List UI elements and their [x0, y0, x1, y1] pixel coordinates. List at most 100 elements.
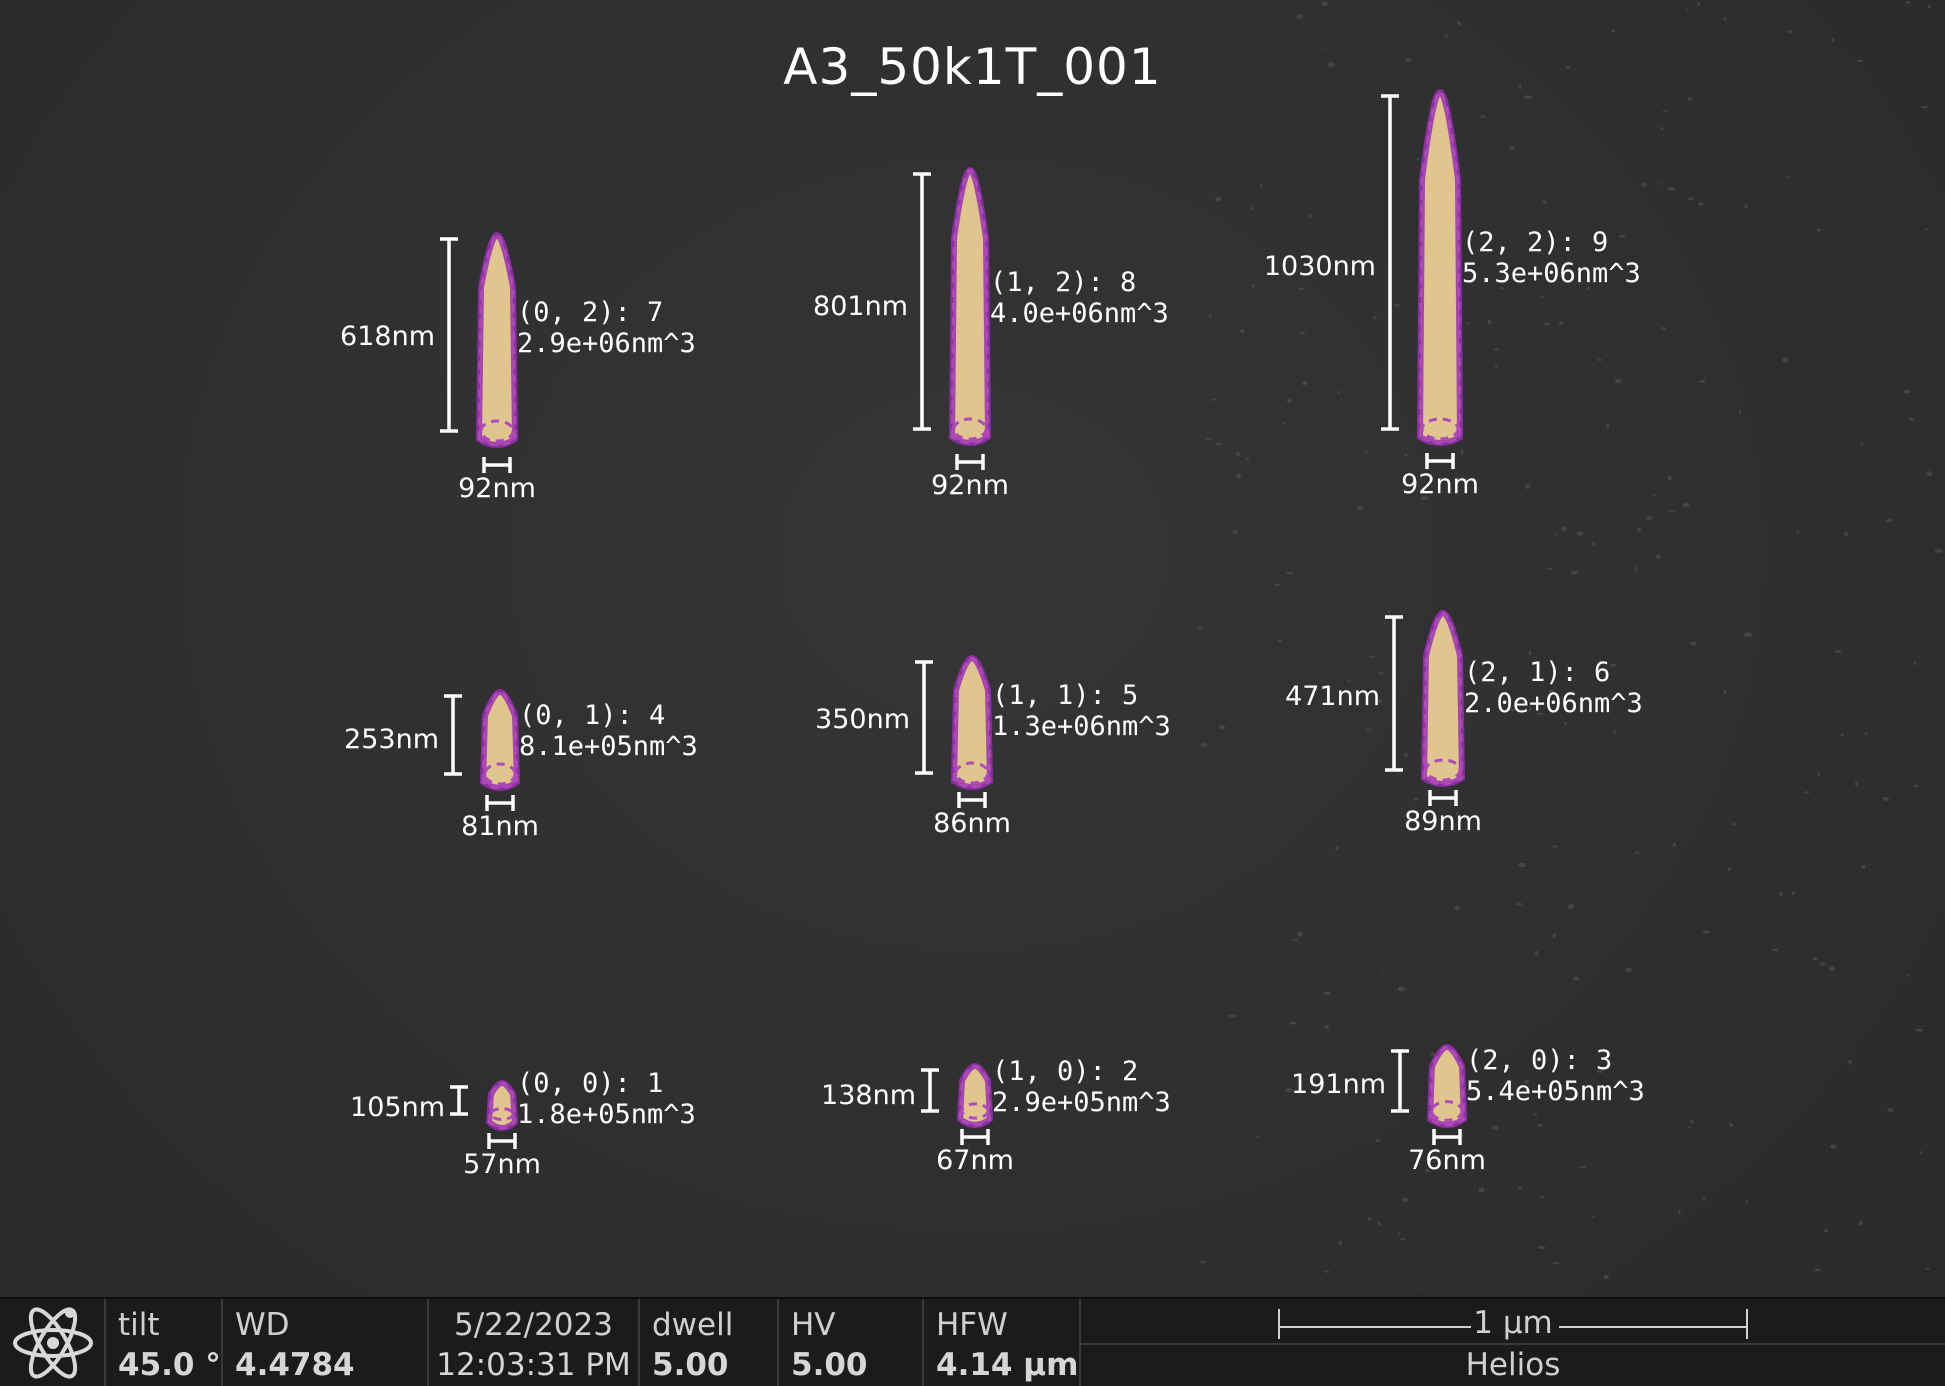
height-bar: [444, 694, 462, 776]
dwell-cell: dwell 5.00 µs: [640, 1299, 779, 1386]
texture-speck: [1729, 1123, 1734, 1127]
texture-speck: [1324, 47, 1327, 50]
height-label: 1030nm: [1264, 251, 1376, 282]
texture-speck: [1539, 1196, 1546, 1199]
texture-speck: [1857, 59, 1864, 63]
texture-speck: [1914, 784, 1919, 788]
texture-speck: [1682, 502, 1690, 508]
texture-speck: [1460, 449, 1464, 454]
pillar-id-label: (0, 2): 7: [517, 297, 663, 328]
texture-speck: [1934, 549, 1943, 553]
pillar-id-label: (1, 2): 8: [990, 267, 1136, 298]
width-bar: [487, 1133, 517, 1149]
texture-speck: [1347, 679, 1351, 682]
texture-speck: [1882, 796, 1889, 801]
texture-speck: [1199, 1260, 1206, 1264]
texture-speck: [1529, 650, 1532, 656]
texture-speck: [1324, 1024, 1330, 1029]
texture-speck: [1299, 332, 1306, 335]
texture-speck: [1324, 1270, 1330, 1273]
scale-bar: [1278, 1309, 1748, 1339]
pillar-base-ellipse: [952, 417, 988, 441]
hfw-cell: HFW 4.14 µm: [924, 1299, 1081, 1386]
pillar-outline-dashed: [487, 1081, 517, 1130]
texture-speck: [1367, 1217, 1372, 1221]
texture-speck: [1661, 327, 1666, 330]
pillar-base-ellipse: [960, 1102, 990, 1120]
texture-speck: [1524, 1079, 1530, 1084]
texture-speck: [1542, 200, 1548, 204]
width-label: 89nm: [1404, 806, 1482, 837]
texture-speck: [1403, 453, 1408, 457]
texture-speck: [1518, 862, 1527, 868]
texture-speck: [1653, 494, 1656, 497]
texture-speck: [1480, 115, 1486, 119]
texture-speck: [1561, 526, 1567, 532]
texture-speck: [1552, 845, 1558, 848]
texture-speck: [1553, 1055, 1559, 1060]
texture-speck: [1492, 1125, 1499, 1130]
texture-speck: [1614, 379, 1622, 384]
texture-speck: [1493, 348, 1500, 351]
texture-speck: [1375, 1139, 1381, 1142]
texture-speck: [1495, 364, 1498, 368]
texture-speck: [1509, 146, 1515, 151]
pillar-volume-label: 5.4e+05nm^3: [1466, 1076, 1645, 1107]
texture-speck: [1499, 287, 1504, 289]
pillar-annotation: 801nm 92nm (1, 2): 84.0e+06nm^3: [813, 166, 1169, 501]
pillar-annotation: 191nm 76nm (2, 0): 35.4e+05nm^3: [1291, 1043, 1645, 1176]
texture-speck: [1393, 304, 1400, 307]
texture-speck: [1688, 1126, 1692, 1129]
hv-label: HV: [791, 1307, 836, 1343]
texture-speck: [1738, 411, 1742, 415]
texture-speck: [1285, 1088, 1293, 1093]
texture-speck: [1625, 967, 1633, 973]
instrument-name: Helios: [1465, 1347, 1561, 1383]
pillar-volume-label: 2.9e+06nm^3: [517, 328, 696, 359]
sem-databar: tilt 45.0 ° WD 4.4784 mm 5/22/2023 12:03…: [0, 1297, 1945, 1386]
texture-speck: [1728, 867, 1731, 872]
texture-speck: [1928, 4, 1931, 9]
texture-speck: [1796, 530, 1800, 533]
tilt-label: tilt: [118, 1307, 160, 1343]
texture-speck: [1831, 37, 1835, 43]
pillar-id-label: (1, 1): 5: [992, 680, 1138, 711]
texture-speck: [1567, 904, 1575, 909]
pillar-id-label: (1, 0): 2: [992, 1056, 1138, 1087]
texture-speck: [1366, 728, 1372, 731]
texture-speck: [1256, 1135, 1259, 1138]
pillar-annotation: 471nm 89nm (2, 1): 62.0e+06nm^3: [1285, 609, 1643, 837]
width-bar: [482, 457, 512, 473]
texture-speck: [1566, 65, 1570, 69]
texture-speck: [1686, 8, 1689, 12]
hfw-value: 4.14 µm: [936, 1347, 1079, 1383]
texture-speck: [1787, 175, 1791, 178]
pillar-annotation: 618nm 92nm (0, 2): 72.9e+06nm^3: [340, 231, 696, 504]
texture-speck: [1618, 234, 1626, 238]
texture-speck: [1534, 950, 1539, 956]
texture-speck: [1232, 529, 1239, 534]
texture-speck: [1552, 932, 1557, 938]
texture-speck: [1251, 284, 1255, 288]
wd-value: 4.4784 mm: [235, 1347, 355, 1386]
width-bar: [1432, 1129, 1462, 1145]
pillar-base-ellipse: [954, 761, 990, 785]
texture-speck: [1236, 451, 1240, 457]
dwell-value: 5.00 µs: [652, 1347, 729, 1386]
texture-speck: [1404, 753, 1408, 758]
pillar-outline-dashed: [950, 168, 990, 445]
texture-speck: [1413, 797, 1419, 801]
texture-speck: [1687, 197, 1694, 201]
texture-speck: [1376, 699, 1383, 703]
pillar-base-ellipse: [479, 419, 515, 443]
hv-cell: HV 5.00 kV: [779, 1299, 924, 1386]
texture-speck: [1246, 457, 1250, 461]
texture-speck: [1570, 570, 1578, 575]
texture-speck: [1592, 1215, 1595, 1219]
height-label: 105nm: [350, 1092, 445, 1123]
height-bar: [921, 1068, 939, 1113]
texture-speck: [1378, 672, 1384, 675]
height-label: 138nm: [821, 1080, 916, 1111]
width-label: 67nm: [936, 1145, 1014, 1176]
